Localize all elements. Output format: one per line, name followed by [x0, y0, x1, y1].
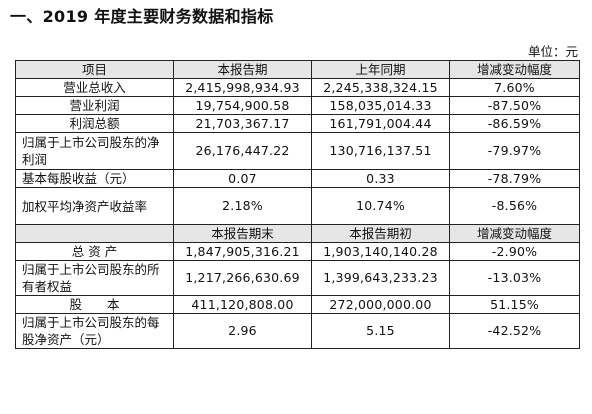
row-current-value: 0.07	[173, 169, 312, 188]
table-subheader-row: 本报告期末 本报告期初 增减变动幅度	[15, 224, 580, 243]
subheader-cell-period-end: 本报告期末	[173, 224, 312, 243]
row-change-value: -13.03%	[449, 260, 580, 296]
row-previous-value: 161,791,004.44	[311, 114, 450, 133]
row-change-value: 7.60%	[449, 78, 580, 97]
row-current-value: 19,754,900.58	[173, 96, 312, 115]
row-change-value: -87.50%	[449, 96, 580, 115]
table-row: 股 本 411,120,808.00 272,000,000.00 51.15%	[15, 295, 580, 314]
row-previous-value: 2,245,338,324.15	[311, 78, 450, 97]
table-row: 归属于上市公司股东的每股净资产（元） 2.96 5.15 -42.52%	[15, 313, 580, 349]
row-current-value: 2.18%	[173, 187, 312, 225]
row-label: 营业总收入	[15, 78, 174, 97]
row-change-value: -86.59%	[449, 114, 580, 133]
row-label: 归属于上市公司股东的净利润	[15, 132, 174, 170]
row-change-value: -42.52%	[449, 313, 580, 349]
financial-table: 项目 本报告期 上年同期 增减变动幅度 营业总收入 2,415,998,934.…	[15, 60, 580, 349]
header-cell-item: 项目	[15, 60, 174, 79]
row-previous-value: 272,000,000.00	[311, 295, 450, 314]
row-current-value: 2,415,998,934.93	[173, 78, 312, 97]
subheader-cell-empty	[15, 224, 174, 243]
row-current-value: 26,176,447.22	[173, 132, 312, 170]
row-previous-value: 1,399,643,233.23	[311, 260, 450, 296]
row-label: 归属于上市公司股东的每股净资产（元）	[15, 313, 174, 349]
table-row: 归属于上市公司股东的所有者权益 1,217,266,630.69 1,399,6…	[15, 260, 580, 296]
table-row: 加权平均净资产收益率 2.18% 10.74% -8.56%	[15, 187, 580, 225]
row-label: 总 资 产	[15, 242, 174, 261]
row-label: 股 本	[15, 295, 174, 314]
table-header-row: 项目 本报告期 上年同期 增减变动幅度	[15, 60, 580, 79]
table-row: 利润总额 21,703,367.17 161,791,004.44 -86.59…	[15, 114, 580, 133]
row-change-value: 51.15%	[449, 295, 580, 314]
row-current-value: 411,120,808.00	[173, 295, 312, 314]
row-current-value: 21,703,367.17	[173, 114, 312, 133]
subheader-cell-change: 增减变动幅度	[449, 224, 580, 243]
row-current-value: 1,847,905,316.21	[173, 242, 312, 261]
header-cell-change: 增减变动幅度	[449, 60, 580, 79]
row-label: 加权平均净资产收益率	[15, 187, 174, 225]
row-current-value: 2.96	[173, 313, 312, 349]
row-previous-value: 158,035,014.33	[311, 96, 450, 115]
row-label: 归属于上市公司股东的所有者权益	[15, 260, 174, 296]
row-current-value: 1,217,266,630.69	[173, 260, 312, 296]
table-row: 营业总收入 2,415,998,934.93 2,245,338,324.15 …	[15, 78, 580, 97]
table-row: 营业利润 19,754,900.58 158,035,014.33 -87.50…	[15, 96, 580, 115]
row-change-value: -79.97%	[449, 132, 580, 170]
table-row: 基本每股收益（元） 0.07 0.33 -78.79%	[15, 169, 580, 188]
table-row: 归属于上市公司股东的净利润 26,176,447.22 130,716,137.…	[15, 132, 580, 170]
row-previous-value: 1,903,140,140.28	[311, 242, 450, 261]
table-row: 总 资 产 1,847,905,316.21 1,903,140,140.28 …	[15, 242, 580, 261]
row-previous-value: 0.33	[311, 169, 450, 188]
row-previous-value: 10.74%	[311, 187, 450, 225]
row-change-value: -8.56%	[449, 187, 580, 225]
row-change-value: -2.90%	[449, 242, 580, 261]
row-label: 营业利润	[15, 96, 174, 115]
row-previous-value: 130,716,137.51	[311, 132, 450, 170]
row-change-value: -78.79%	[449, 169, 580, 188]
row-previous-value: 5.15	[311, 313, 450, 349]
unit-label: 单位：元	[527, 44, 578, 59]
row-label: 基本每股收益（元）	[15, 169, 174, 188]
header-cell-previous-period: 上年同期	[311, 60, 450, 79]
subheader-cell-period-start: 本报告期初	[311, 224, 450, 243]
header-cell-current-period: 本报告期	[173, 60, 312, 79]
page-title: 一、2019 年度主要财务数据和指标	[10, 7, 274, 26]
row-label: 利润总额	[15, 114, 174, 133]
